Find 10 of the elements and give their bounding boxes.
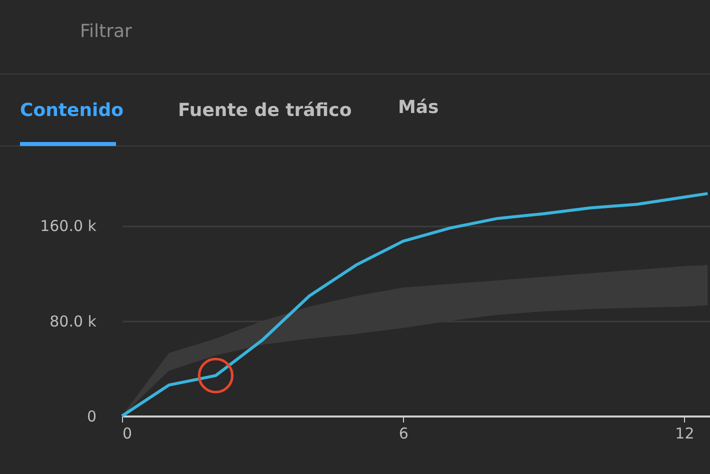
x-tick-label: 0 <box>122 424 132 442</box>
source-note: Fuente de tráfico <box>178 100 352 121</box>
x-tick-label: 6 <box>398 424 408 442</box>
text: Contenido <box>20 100 124 121</box>
text: Filtrar <box>80 21 133 42</box>
y-tick-label: 0 <box>86 408 96 426</box>
y-tick-label: 80.0 k <box>50 312 97 330</box>
x-tick-label: 12 <box>675 424 694 442</box>
y-tick-label: 160.0 k <box>40 217 97 236</box>
text: Más <box>398 97 439 118</box>
